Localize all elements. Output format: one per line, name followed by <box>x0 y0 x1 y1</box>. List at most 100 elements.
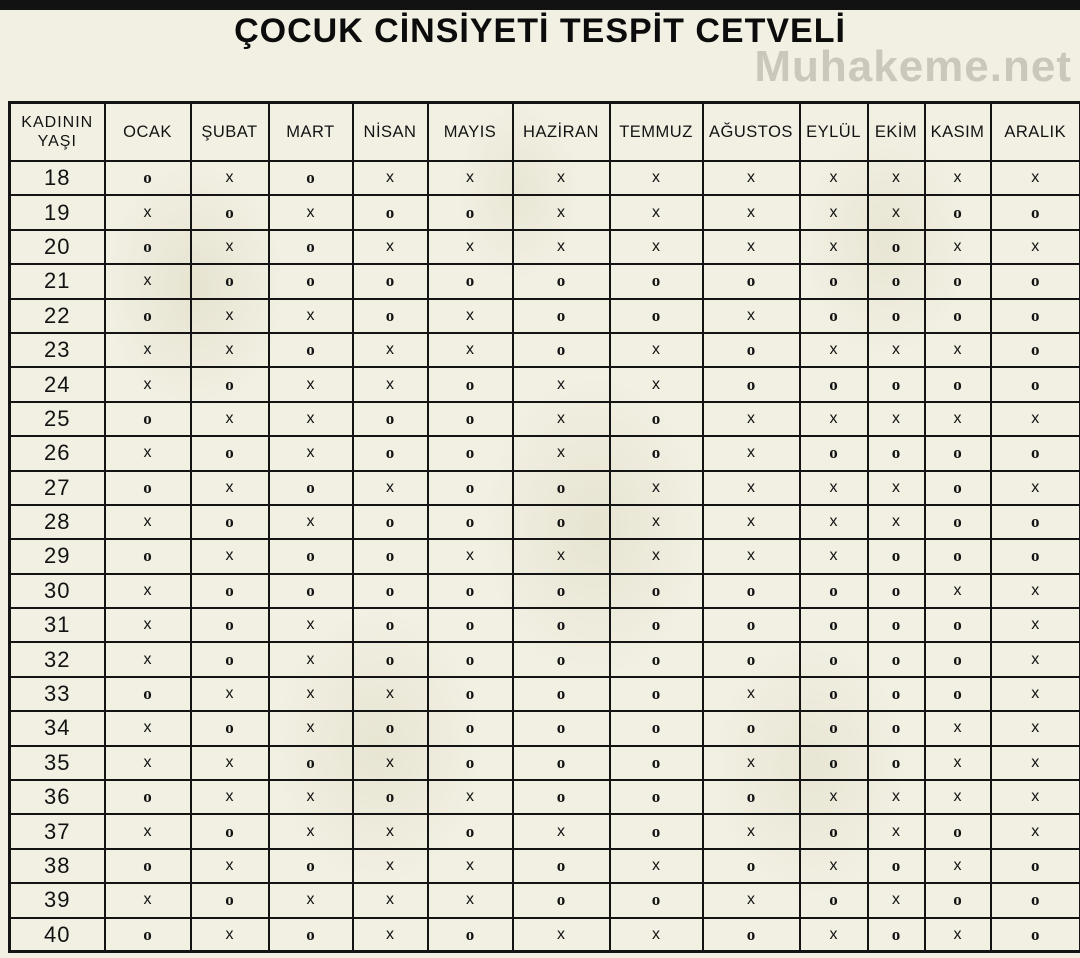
value-cell: x <box>989 572 1080 610</box>
value-cell: o <box>866 710 926 747</box>
value-cell: o <box>923 641 992 678</box>
value-cell: o <box>351 194 429 231</box>
value-cell: o <box>351 607 429 644</box>
value-cell: x <box>511 366 611 403</box>
value-cell: o <box>103 469 192 506</box>
value-cell: o <box>989 503 1080 541</box>
value-cell: o <box>866 607 926 644</box>
value-cell: o <box>798 435 869 472</box>
value-cell: o <box>103 228 192 266</box>
value-cell: o <box>511 675 611 713</box>
age-cell: 19 <box>8 194 106 231</box>
value-cell: x <box>923 331 992 369</box>
value-cell: x <box>866 779 926 816</box>
value-cell: o <box>511 263 611 300</box>
value-cell: x <box>989 400 1080 438</box>
value-cell: o <box>608 744 704 782</box>
value-cell: x <box>798 847 869 885</box>
value-cell: x <box>511 194 611 231</box>
age-cell: 26 <box>8 435 106 472</box>
value-cell: x <box>267 675 354 713</box>
value-cell: o <box>511 572 611 610</box>
value-cell: x <box>267 813 354 850</box>
value-cell: x <box>866 882 926 919</box>
value-cell: o <box>701 779 801 816</box>
value-cell: o <box>511 331 611 369</box>
value-cell: o <box>267 847 354 885</box>
value-cell: o <box>189 366 270 403</box>
value-cell: o <box>511 882 611 919</box>
age-cell: 29 <box>8 538 106 575</box>
value-cell: x <box>351 331 429 369</box>
value-cell: x <box>103 710 192 747</box>
table-row: 40 o x o x o x x o x o x o <box>8 916 1080 953</box>
age-cell: 34 <box>8 710 106 747</box>
value-cell: o <box>866 228 926 266</box>
table-row: 24 x o x x o x x o o o o o <box>8 366 1080 403</box>
value-cell: x <box>608 469 704 506</box>
value-cell: x <box>511 400 611 438</box>
value-cell: o <box>798 366 869 403</box>
value-cell: x <box>189 331 270 369</box>
value-cell: o <box>923 435 992 472</box>
value-cell: x <box>511 228 611 266</box>
value-cell: x <box>701 400 801 438</box>
value-cell: o <box>866 744 926 782</box>
value-cell: o <box>701 366 801 403</box>
table-row: 35 x x o x o o o x o o x x <box>8 744 1080 782</box>
value-cell: o <box>511 710 611 747</box>
month-header: MAYIS <box>426 101 514 162</box>
value-cell: o <box>923 297 992 334</box>
value-cell: o <box>189 503 270 541</box>
value-cell: o <box>608 813 704 850</box>
value-cell: x <box>608 538 704 575</box>
table-row: 19 x o x o o x x x x x o o <box>8 194 1080 231</box>
month-header: TEMMUZ <box>608 101 704 162</box>
value-cell: x <box>351 813 429 850</box>
value-cell: o <box>989 847 1080 885</box>
value-cell: o <box>351 779 429 816</box>
age-cell: 24 <box>8 366 106 403</box>
value-cell: o <box>866 366 926 403</box>
value-cell: o <box>267 228 354 266</box>
value-cell: o <box>798 572 869 610</box>
value-cell: o <box>189 641 270 678</box>
value-cell: o <box>608 297 704 334</box>
value-cell: x <box>701 297 801 334</box>
value-cell: x <box>267 607 354 644</box>
value-cell: o <box>923 675 992 713</box>
value-cell: o <box>351 400 429 438</box>
table-row: 34 x o x o o o o o o o x x <box>8 710 1080 747</box>
age-cell: 21 <box>8 263 106 300</box>
value-cell: o <box>989 366 1080 403</box>
month-header: ARALIK <box>989 101 1080 162</box>
value-cell: o <box>511 847 611 885</box>
value-cell: o <box>701 263 801 300</box>
value-cell: x <box>989 710 1080 747</box>
value-cell: x <box>511 435 611 472</box>
value-cell: x <box>103 435 192 472</box>
value-cell: o <box>351 297 429 334</box>
age-cell: 25 <box>8 400 106 438</box>
age-cell: 40 <box>8 916 106 953</box>
value-cell: o <box>267 469 354 506</box>
value-cell: o <box>189 263 270 300</box>
value-cell: x <box>798 400 869 438</box>
corner-header: KADININ YAŞI <box>8 101 106 162</box>
month-header: OCAK <box>103 101 192 162</box>
value-cell: x <box>923 400 992 438</box>
age-cell: 33 <box>8 675 106 713</box>
value-cell: x <box>103 813 192 850</box>
value-cell: o <box>351 538 429 575</box>
value-cell: x <box>989 159 1080 197</box>
value-cell: o <box>608 263 704 300</box>
value-cell: o <box>608 641 704 678</box>
table-row: 25 o x x o o x o x x x x x <box>8 400 1080 438</box>
table-row: 39 x o x x x o o x o x o o <box>8 882 1080 919</box>
value-cell: x <box>511 813 611 850</box>
value-cell: x <box>608 228 704 266</box>
value-cell: o <box>189 572 270 610</box>
value-cell: o <box>426 744 514 782</box>
value-cell: o <box>426 572 514 610</box>
value-cell: o <box>103 847 192 885</box>
